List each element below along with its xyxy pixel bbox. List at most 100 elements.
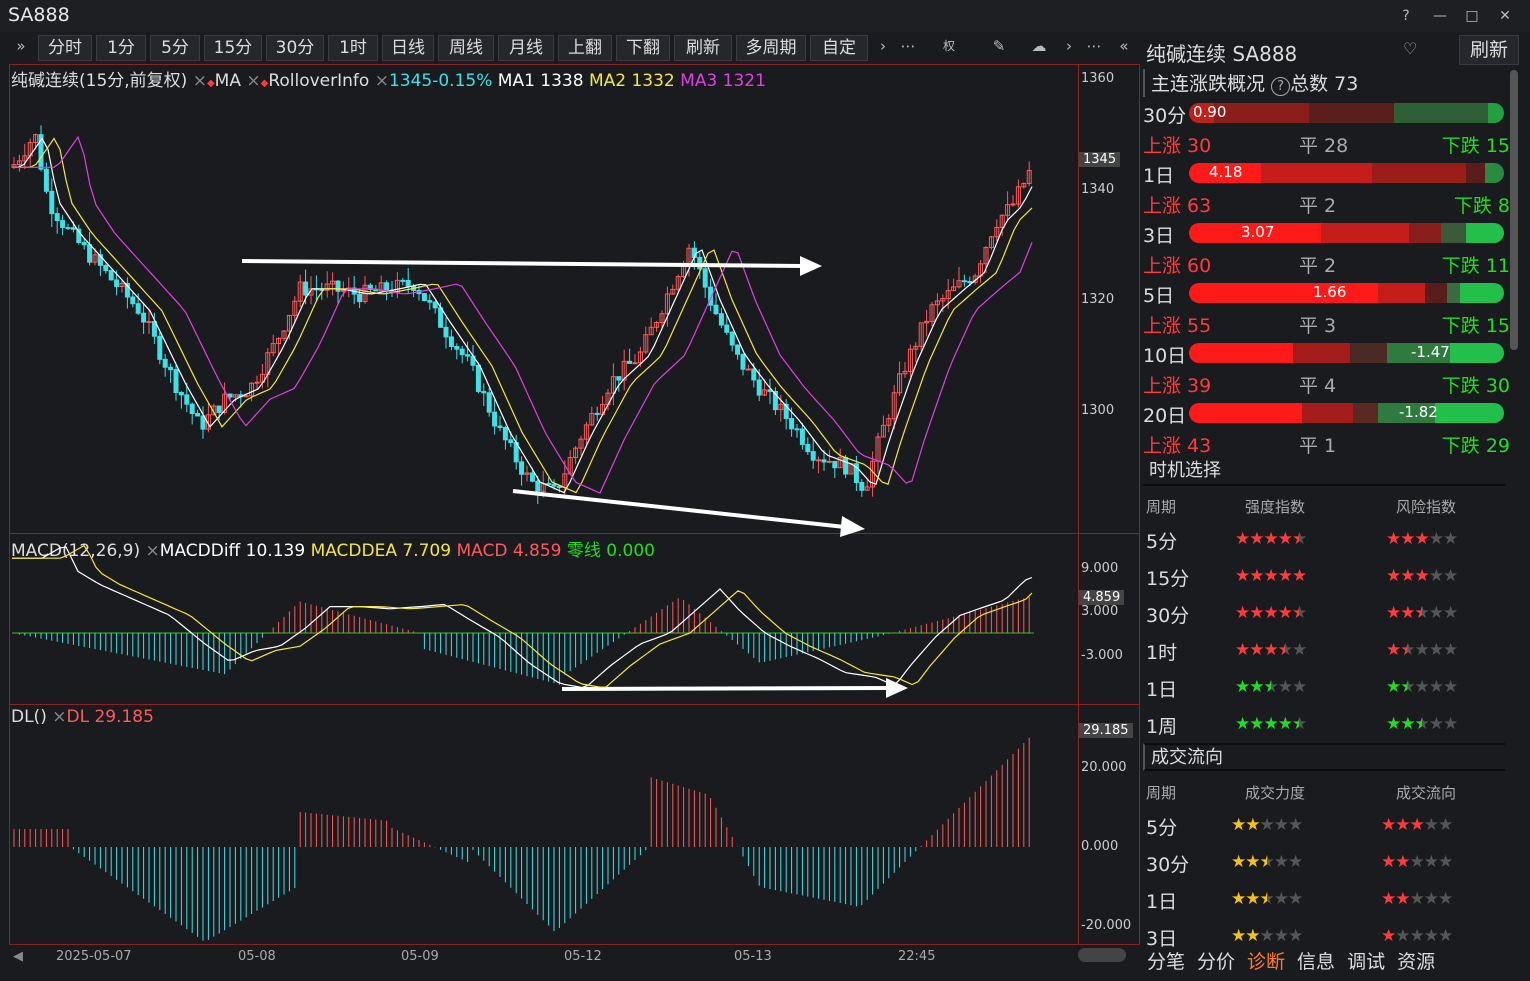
arrow-head: [886, 678, 908, 698]
candle-body: [178, 392, 184, 396]
ma2-value: MA2 1332: [588, 71, 675, 91]
candle-body: [578, 438, 584, 449]
overview-flat-count: 平 2: [1299, 195, 1337, 217]
period-button-4[interactable]: 30分: [266, 35, 324, 61]
period-button-11[interactable]: 刷新: [674, 35, 732, 61]
candle-body: [951, 286, 957, 292]
overview-flat-count: 平 3: [1299, 315, 1337, 337]
candle-body: [967, 280, 973, 283]
candle-body: [594, 412, 600, 415]
chevron-right-icon-2[interactable]: ›: [1066, 37, 1072, 55]
overview-flat-count: 平 2: [1299, 255, 1337, 277]
x-axis[interactable]: [9, 946, 1140, 968]
candle-body: [961, 280, 967, 283]
period-button-1[interactable]: 1分: [96, 35, 146, 61]
rights-adjust-icon[interactable]: 权: [942, 39, 955, 53]
chart-area[interactable]: [9, 64, 1140, 945]
candle-body: [146, 321, 152, 324]
period-button-5[interactable]: 1时: [328, 35, 378, 61]
period-button-0[interactable]: 分时: [38, 35, 92, 61]
tab-price-volume[interactable]: 分价: [1197, 951, 1236, 973]
candle-body: [124, 282, 130, 298]
dl-legend: DL() ×DL 29.185: [11, 707, 154, 727]
flow-col-direction: 成交流向: [1396, 784, 1457, 802]
vertical-scrollbar[interactable]: [1507, 70, 1521, 940]
close-icon[interactable]: ×: [374, 71, 389, 91]
candle-body: [945, 290, 951, 300]
cloud-icon[interactable]: ☁: [1031, 37, 1047, 55]
scroll-left-icon[interactable]: ◀: [13, 949, 23, 964]
close-icon[interactable]: ×: [246, 71, 261, 91]
period-button-13[interactable]: 自定: [810, 35, 868, 61]
flow-direction-stars: ★★★★★: [1381, 889, 1453, 909]
favorite-icon[interactable]: ♡: [1403, 39, 1418, 58]
ma-label[interactable]: MA: [214, 71, 241, 91]
period-button-10[interactable]: 下翻: [616, 35, 670, 61]
risk-stars: ★★★★★: [1386, 677, 1458, 697]
help-icon[interactable]: ?: [1402, 8, 1410, 24]
maximize-button[interactable]: □: [1465, 8, 1479, 24]
close-icon[interactable]: ×: [145, 541, 160, 561]
candle-body: [443, 326, 449, 338]
rollover-label[interactable]: RolloverInfo: [268, 71, 370, 91]
ma1-line: [12, 137, 1033, 494]
overview-up-count: 上涨 43: [1143, 435, 1212, 457]
candle-body: [859, 482, 865, 491]
tab-resources[interactable]: 资源: [1397, 951, 1436, 973]
expand-icon[interactable]: »: [16, 37, 26, 55]
period-button-12[interactable]: 多周期: [736, 35, 806, 61]
candle-body: [675, 276, 681, 290]
tab-diagnosis[interactable]: 诊断: [1247, 951, 1286, 973]
more-icon[interactable]: ⋯: [900, 37, 916, 55]
x-tick: 05-13: [734, 949, 772, 964]
tab-debug[interactable]: 调试: [1347, 951, 1386, 973]
y-tick: 1300: [1081, 403, 1115, 418]
period-button-6[interactable]: 日线: [382, 35, 434, 61]
risk-stars: ★★★★★: [1386, 640, 1458, 660]
flow-col-power: 成交力度: [1245, 784, 1306, 802]
timing-period: 30分: [1146, 605, 1190, 627]
close-button[interactable]: ✕: [1499, 8, 1511, 24]
period-button-8[interactable]: 月线: [498, 35, 554, 61]
close-icon[interactable]: ×: [52, 707, 67, 727]
overview-total: 总数 73: [1290, 73, 1359, 95]
more-icon-2[interactable]: ⋯: [1086, 37, 1102, 55]
candle-body: [308, 288, 314, 296]
period-button-3[interactable]: 15分: [204, 35, 262, 61]
dl-current-marker: 29.185: [1079, 723, 1133, 738]
candle-body: [459, 348, 465, 356]
candle-body: [357, 293, 363, 303]
candle-body: [983, 247, 989, 265]
candle-body: [486, 392, 492, 413]
chevron-right-icon[interactable]: ›: [880, 37, 886, 55]
tab-trades[interactable]: 分笔: [1147, 951, 1186, 973]
scroll-thumb[interactable]: [1510, 70, 1518, 350]
candle-body: [427, 300, 433, 303]
refresh-button[interactable]: 刷新: [1459, 35, 1519, 65]
flow-period: 3日: [1146, 928, 1178, 950]
horizontal-scroll-thumb[interactable]: [1078, 948, 1126, 962]
x-tick: 05-08: [238, 949, 276, 964]
candle-body: [195, 412, 201, 417]
period-button-7[interactable]: 周线: [438, 35, 494, 61]
ma1-value: MA1 1338: [497, 71, 584, 91]
close-icon[interactable]: ×: [192, 71, 207, 91]
period-button-2[interactable]: 5分: [150, 35, 200, 61]
candle-body: [826, 460, 832, 463]
pencil-icon[interactable]: ✎: [992, 37, 1006, 55]
collapse-icon[interactable]: «: [1119, 37, 1129, 55]
help-icon[interactable]: ?: [1271, 77, 1291, 96]
strength-stars: ★★★★★: [1235, 677, 1307, 697]
candle-body: [405, 279, 411, 287]
flow-col-period: 周期: [1146, 784, 1177, 802]
tab-info[interactable]: 信息: [1297, 951, 1336, 973]
overview-value: 4.18: [1209, 163, 1243, 181]
candle-body: [232, 394, 238, 398]
kline-chart-canvas[interactable]: [0, 0, 1140, 981]
minimize-button[interactable]: —: [1433, 8, 1447, 24]
risk-stars: ★★★★★: [1386, 714, 1458, 734]
candle-body: [891, 392, 897, 420]
period-button-9[interactable]: 上翻: [558, 35, 612, 61]
candle-body: [497, 425, 503, 428]
overview-period: 5日: [1143, 285, 1175, 307]
